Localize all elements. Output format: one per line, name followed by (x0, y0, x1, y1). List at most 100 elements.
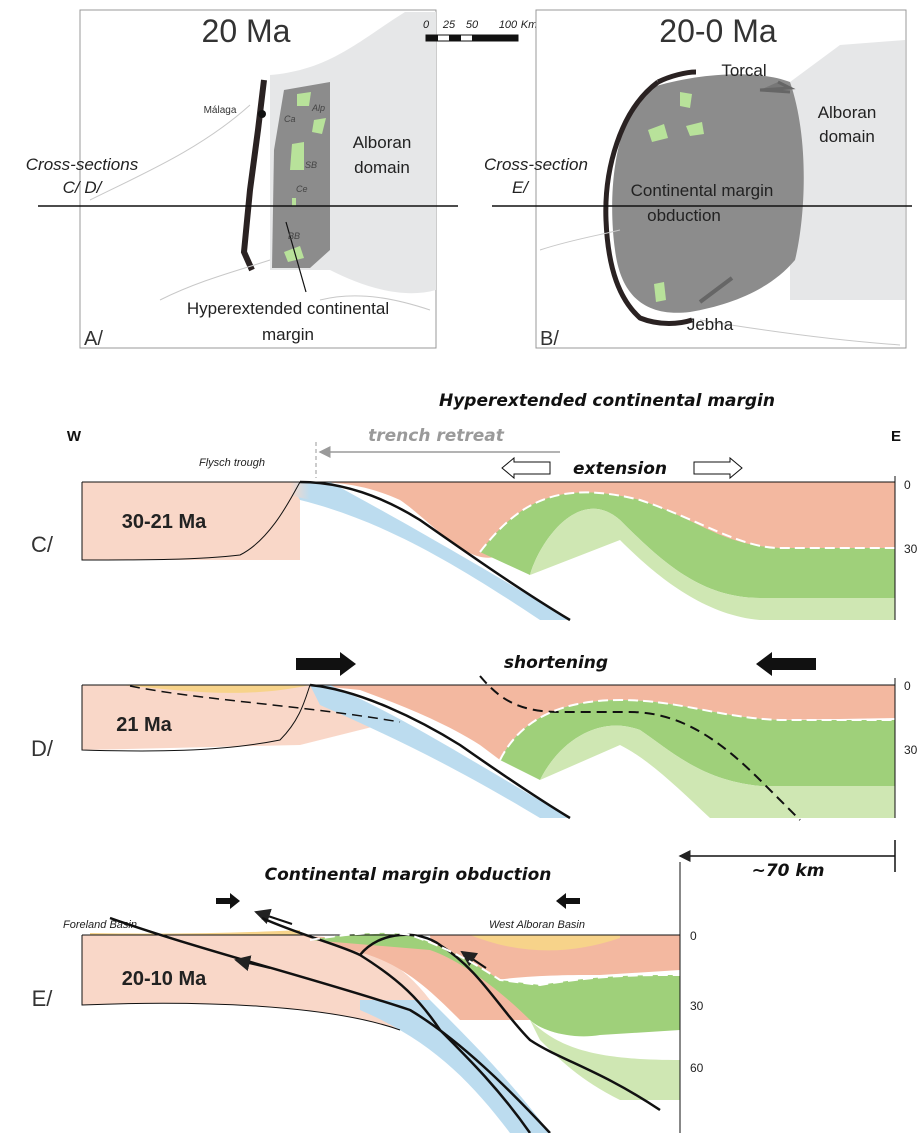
margin-leader-line (285, 221, 307, 293)
foreland-label: Foreland Basin (63, 919, 137, 931)
crust-layer (430, 935, 680, 985)
panel-label-a: A/ (84, 328, 103, 350)
coastline (539, 229, 901, 346)
map-a-title: 20 Ma (202, 13, 291, 49)
malaga-marker (258, 110, 266, 118)
map-b-title: 20-0 Ma (659, 13, 777, 49)
extension-arrow-left (501, 456, 551, 480)
jebha-arrow (698, 276, 734, 304)
obduction-thrust (261, 916, 532, 1133)
crust-layer (310, 685, 895, 760)
depth-tick: 0 (690, 929, 697, 943)
cross-label-1: Cross-section (484, 155, 588, 174)
peridotite-body (680, 92, 692, 108)
unit-label: BB (288, 231, 300, 241)
peridotite-body (290, 142, 304, 170)
slab-layer (290, 482, 570, 620)
section-c-header: Hyperextended continental margin (439, 391, 775, 411)
peridotite-body (648, 124, 668, 142)
obduction-label-2: obduction (647, 206, 721, 225)
thrust-front-b-north (656, 69, 697, 85)
section-label: C/ (31, 532, 54, 557)
compression-arrow-right (556, 893, 580, 909)
domain-label-1: Alboran (818, 103, 877, 122)
subduction-fault (299, 480, 571, 622)
unit-label: Ca (284, 114, 296, 124)
map-b: 20-0 Ma Torcal Jebha Alboran domain Cros… (484, 9, 912, 350)
domain-label-1: Alboran (353, 133, 412, 152)
domain-label-2: domain (354, 158, 410, 177)
crust-layer (82, 482, 895, 558)
scale-bar: 0 25 50 100 Km (423, 19, 538, 42)
upper-plate-crust (82, 482, 300, 560)
scale-tick: 25 (442, 19, 456, 31)
domain-label-2: domain (819, 127, 875, 146)
west-label: W (67, 428, 82, 445)
unit-label: Alp (311, 103, 325, 113)
detachment-line (499, 698, 895, 761)
scale-tick: 50 (466, 19, 479, 31)
peridotite-body (292, 198, 296, 206)
mantle-layer (480, 492, 895, 598)
slip-arrow (460, 950, 487, 969)
mantle-light-layer (540, 725, 895, 818)
panel-label-b: B/ (540, 328, 559, 350)
moho-west (81, 684, 311, 752)
upper-plate-crust (82, 935, 430, 1030)
depth-tick: 0 (904, 478, 911, 492)
peridotite-body (297, 92, 311, 106)
moho-west (81, 935, 401, 1031)
mantle-layer (500, 700, 895, 786)
sediment-layer (120, 685, 310, 693)
jebha-label: Jebha (687, 315, 734, 334)
mantle-layer (310, 932, 680, 1037)
unit-label: SB (305, 160, 317, 170)
flysch-label: Flysch trough (199, 457, 265, 469)
future-fault (479, 675, 801, 821)
detachment-line (309, 931, 681, 987)
east-label: E (891, 428, 901, 445)
city-label: Málaga (204, 105, 237, 116)
thrust-front-b (603, 79, 693, 326)
distance-label: ~70 km (752, 861, 825, 881)
section-e-header: Continental margin obduction (265, 865, 552, 885)
slab-layer (360, 1000, 550, 1133)
slab-fade (290, 482, 310, 500)
cross-label-2: C/ D/ (63, 178, 104, 197)
mantle-light-layer (530, 1020, 680, 1100)
unit-label: Ce (296, 184, 308, 194)
compression-arrow-left (216, 893, 240, 909)
peridotite-body (654, 282, 666, 302)
section-d: shortening 21 Ma D/ 0 30 (31, 652, 918, 821)
extension-label: extension (573, 459, 667, 479)
depth-tick: 60 (690, 1061, 704, 1075)
coastline (89, 104, 431, 311)
peridotite-body (312, 118, 326, 134)
section-c: Hyperextended continental margin W E tre… (31, 391, 918, 622)
shortening-arrow-right (756, 652, 816, 676)
scale-tick: 100 (499, 19, 518, 31)
scale-tick: 0 (423, 19, 430, 31)
alboran-sediment (470, 935, 620, 951)
cross-label-2: E/ (512, 178, 530, 197)
margin-label-2: margin (262, 325, 314, 344)
depth-tick: 30 (904, 542, 918, 556)
mantle-light-layer (530, 508, 895, 620)
detachment-line (479, 491, 895, 553)
peridotite-body (284, 246, 304, 262)
scale-unit: Km (521, 19, 538, 31)
thrust-arrow (254, 908, 293, 925)
obducted-crust (300, 935, 530, 1020)
age-label: 20-10 Ma (122, 968, 207, 990)
west-alboran-label: West Alboran Basin (489, 919, 585, 931)
subduction-fault (309, 683, 571, 820)
depth-tick: 30 (904, 743, 918, 757)
slip-arrow (234, 955, 271, 971)
depth-tick: 30 (690, 999, 704, 1013)
trench-label: trench retreat (368, 426, 505, 446)
future-thrust (129, 685, 401, 723)
map-a: 20 Ma Málaga Alboran domain Cross-sectio… (26, 9, 458, 350)
extension-arrow-right (693, 456, 743, 480)
alboran-light-area (790, 40, 905, 300)
shortening-arrow-left (296, 652, 356, 676)
